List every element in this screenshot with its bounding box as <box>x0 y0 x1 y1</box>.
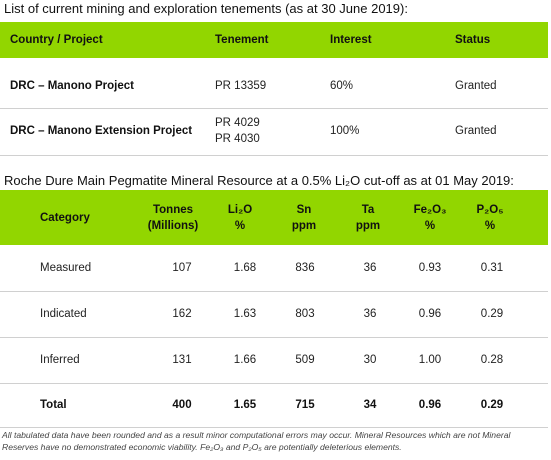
cell-text: 131 <box>172 354 192 366</box>
cell-text: Tonnes <box>152 204 194 216</box>
cell-text: % <box>234 220 246 232</box>
heading: Roche Dure Main Pegmatite Mineral Resour… <box>4 173 514 188</box>
cell-text: 400 <box>172 399 192 411</box>
cell-text: Measured <box>40 262 92 274</box>
cell-text: 0.96 <box>418 308 442 320</box>
cell-text: 107 <box>172 262 192 274</box>
cell-text: 36 <box>363 308 377 320</box>
row-separator <box>0 291 548 292</box>
cell-text: 60% <box>330 80 354 92</box>
cell-text: 803 <box>295 308 315 320</box>
cell-text: 1.68 <box>233 262 257 274</box>
cell-text: Category <box>40 212 90 224</box>
row-separator <box>0 155 548 156</box>
cell-text: ppm <box>355 220 381 232</box>
cell-text: 0.31 <box>480 262 504 274</box>
cell-text: 1.63 <box>233 308 257 320</box>
cell-text: PR 4029 <box>215 117 260 129</box>
cell-text: 36 <box>363 262 377 274</box>
cell-text: 1.65 <box>233 399 257 411</box>
cell-text: % <box>484 220 496 232</box>
cell-text: 30 <box>363 354 377 366</box>
cell-text: 0.93 <box>418 262 442 274</box>
footnote: All tabulated data have been rounded and… <box>2 430 511 452</box>
row-separator <box>0 108 548 109</box>
cell-text: Granted <box>455 125 497 137</box>
cell-text: 1.00 <box>418 354 442 366</box>
cell-text: Tenement <box>215 34 269 46</box>
cell-text: 836 <box>295 262 315 274</box>
cell-text: 0.29 <box>480 399 504 411</box>
cell-text: 1.66 <box>233 354 257 366</box>
cell-text: 0.96 <box>418 399 442 411</box>
row-separator <box>0 383 548 384</box>
cell-text: 100% <box>330 125 360 137</box>
cell-text: Interest <box>330 34 372 46</box>
cell-text: Total <box>40 399 67 411</box>
cell-text: PR 4030 <box>215 133 260 145</box>
cell-text: 0.29 <box>480 308 504 320</box>
row-separator <box>0 337 548 338</box>
cell-text: (Millions) <box>147 220 199 232</box>
cell-text: % <box>424 220 436 232</box>
header-band <box>0 22 548 58</box>
header-band <box>0 190 548 245</box>
cell-text: 509 <box>295 354 315 366</box>
cell-text: Fe₂O₃ <box>413 204 447 216</box>
cell-text: 715 <box>295 399 315 411</box>
cell-text: Ta <box>361 204 375 216</box>
cell-text: Sn <box>296 204 312 216</box>
row-separator <box>0 427 548 428</box>
cell-text: DRC – Manono Extension Project <box>10 125 193 137</box>
cell-text: PR 13359 <box>215 80 267 92</box>
cell-text: Country / Project <box>10 34 103 46</box>
heading: List of current mining and exploration t… <box>4 1 408 16</box>
cell-text: Li₂O <box>227 204 253 216</box>
cell-text: Granted <box>455 80 497 92</box>
cell-text: DRC – Manono Project <box>10 80 134 92</box>
cell-text: 0.28 <box>480 354 504 366</box>
cell-text: ppm <box>291 220 317 232</box>
cell-text: 162 <box>172 308 192 320</box>
cell-text: Indicated <box>40 308 87 320</box>
cell-text: 34 <box>363 399 377 411</box>
cell-text: Status <box>455 34 491 46</box>
cell-text: Inferred <box>40 354 80 366</box>
cell-text: P₂O₅ <box>476 204 504 216</box>
